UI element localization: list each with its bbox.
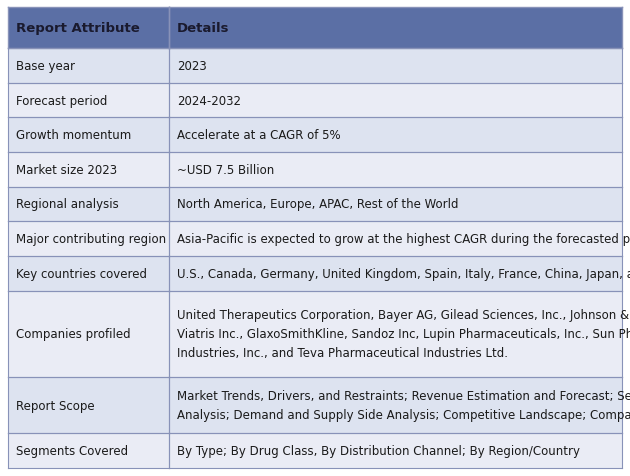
Text: United Therapeutics Corporation, Bayer AG, Gilead Sciences, Inc., Johnson & John: United Therapeutics Corporation, Bayer A… (177, 308, 630, 359)
Bar (169, 377, 622, 434)
Bar (8, 49, 169, 84)
Bar (8, 377, 169, 434)
Bar (8, 187, 169, 222)
Text: Key countries covered: Key countries covered (16, 267, 147, 280)
Bar (8, 291, 169, 377)
Bar (169, 434, 622, 468)
Bar (8, 84, 169, 118)
Text: Market Trends, Drivers, and Restraints; Revenue Estimation and Forecast; Segment: Market Trends, Drivers, and Restraints; … (177, 389, 630, 421)
Text: Forecast period: Forecast period (16, 94, 107, 108)
Text: U.S., Canada, Germany, United Kingdom, Spain, Italy, France, China, Japan, and I: U.S., Canada, Germany, United Kingdom, S… (177, 267, 630, 280)
Text: Segments Covered: Segments Covered (16, 444, 128, 457)
Bar (169, 291, 622, 377)
Text: Base year: Base year (16, 60, 75, 73)
Bar (169, 153, 622, 187)
Text: Major contributing region: Major contributing region (16, 233, 166, 246)
Text: Details: Details (177, 22, 229, 35)
Text: 2024-2032: 2024-2032 (177, 94, 241, 108)
Bar (8, 118, 169, 153)
Text: Report Scope: Report Scope (16, 399, 94, 412)
Bar (169, 187, 622, 222)
Text: Market size 2023: Market size 2023 (16, 163, 117, 177)
Bar (8, 8, 169, 49)
Bar (8, 153, 169, 187)
Bar (8, 257, 169, 291)
Bar (169, 222, 622, 257)
Bar (169, 49, 622, 84)
Bar (169, 84, 622, 118)
Text: North America, Europe, APAC, Rest of the World: North America, Europe, APAC, Rest of the… (177, 198, 459, 211)
Text: Asia-Pacific is expected to grow at the highest CAGR during the forecasted perio: Asia-Pacific is expected to grow at the … (177, 233, 630, 246)
Bar (169, 118, 622, 153)
Text: Regional analysis: Regional analysis (16, 198, 118, 211)
Text: 2023: 2023 (177, 60, 207, 73)
Text: Companies profiled: Companies profiled (16, 327, 130, 341)
Text: Growth momentum: Growth momentum (16, 129, 131, 142)
Bar (169, 257, 622, 291)
Text: Report Attribute: Report Attribute (16, 22, 140, 35)
Text: Accelerate at a CAGR of 5%: Accelerate at a CAGR of 5% (177, 129, 340, 142)
Bar (8, 434, 169, 468)
Text: ~USD 7.5 Billion: ~USD 7.5 Billion (177, 163, 274, 177)
Text: By Type; By Drug Class, By Distribution Channel; By Region/Country: By Type; By Drug Class, By Distribution … (177, 444, 580, 457)
Bar (169, 8, 622, 49)
Bar (8, 222, 169, 257)
